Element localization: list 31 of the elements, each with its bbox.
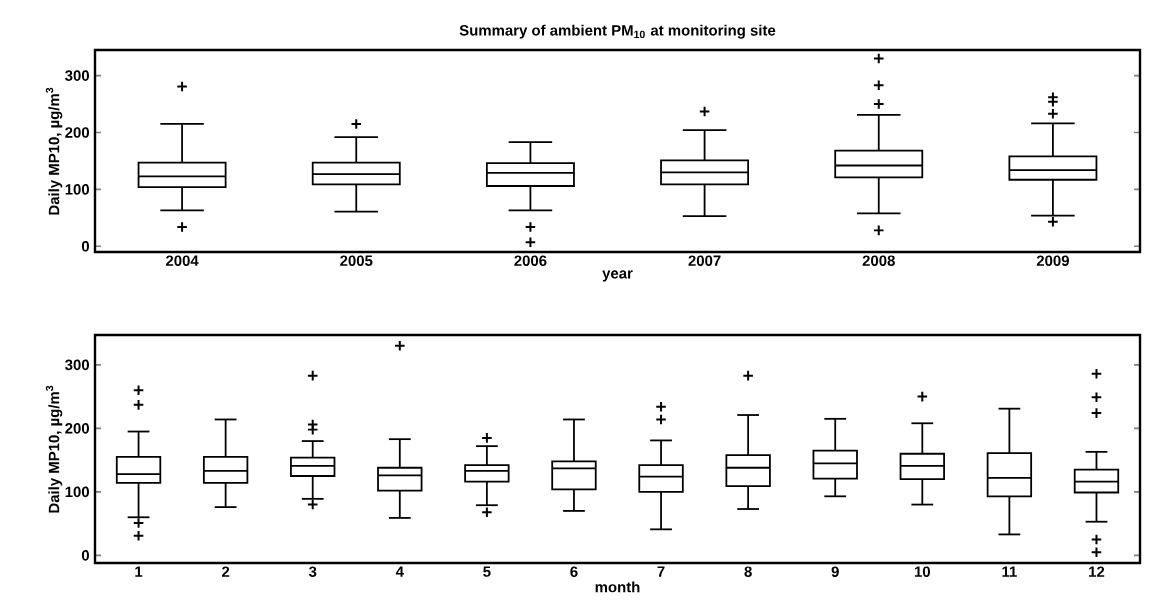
- x-tick-label: 8: [744, 566, 752, 577]
- y-tick-label: 300: [65, 359, 89, 371]
- x-axis-title: month: [595, 581, 640, 593]
- x-tick-label: 4: [395, 566, 404, 577]
- x-tick-label: 12: [1089, 566, 1105, 577]
- x-tick-label: 2004: [165, 255, 199, 266]
- x-axis-title: year: [602, 270, 633, 282]
- chart-title: Summary of ambient PM$_{10}$ at monitoring site: [459, 24, 776, 39]
- x-tick-label: 2005: [340, 255, 373, 266]
- x-tick-label: 6: [570, 566, 578, 577]
- x-tick-label: 10: [914, 566, 930, 577]
- y-tick-label: 100: [65, 184, 89, 195]
- x-tick-label: 5: [483, 566, 491, 577]
- x-tick-label: 2: [222, 566, 230, 577]
- y-axis-title: Daily MP10, µg/m$^{3}$: [45, 87, 63, 215]
- x-tick-label: 1: [135, 566, 143, 577]
- x-tick-label: 11: [1002, 566, 1017, 577]
- y-tick-label: 0: [81, 241, 89, 252]
- x-tick-label: 2009: [1036, 255, 1069, 266]
- x-tick-label: 7: [657, 566, 665, 577]
- x-tick-label: 9: [831, 566, 839, 577]
- y-tick-label: 100: [65, 486, 89, 498]
- x-tick-label: 3: [308, 566, 317, 577]
- x-tick-label: 2006: [514, 255, 547, 266]
- y-tick-label: 300: [65, 70, 89, 81]
- y-tick-label: 0: [81, 550, 89, 561]
- y-tick-label: 200: [65, 127, 89, 138]
- y-tick-label: 200: [65, 423, 89, 434]
- x-tick-label: 2007: [688, 255, 721, 266]
- y-axis-title: Daily MP10, µg/m$^{3}$: [45, 385, 63, 513]
- x-tick-label: 2008: [862, 255, 895, 266]
